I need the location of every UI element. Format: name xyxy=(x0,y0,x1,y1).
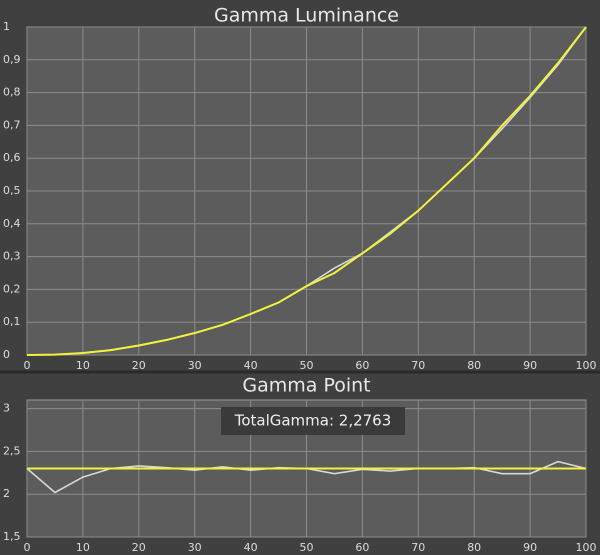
x-tick-label: 20 xyxy=(132,541,146,554)
x-tick-label: 80 xyxy=(467,541,481,554)
y-tick-label: 1 xyxy=(3,20,10,33)
chart-title: Gamma Luminance xyxy=(214,5,399,27)
annotation-box xyxy=(221,407,405,435)
y-tick-label: 0,1 xyxy=(3,315,21,328)
x-tick-label: 70 xyxy=(411,541,425,554)
x-tick-label: 90 xyxy=(523,359,537,372)
x-tick-label: 10 xyxy=(76,541,90,554)
annotation: TotalGamma: 2,2763 xyxy=(234,412,392,430)
y-tick-label: 2 xyxy=(3,487,10,500)
y-tick-label: 1,5 xyxy=(3,530,21,543)
y-tick-label: 0,3 xyxy=(3,250,21,263)
x-tick-label: 50 xyxy=(300,359,314,372)
y-tick-label: 0,2 xyxy=(3,282,21,295)
y-tick-label: 0,5 xyxy=(3,184,21,197)
y-tick-label: 0,8 xyxy=(3,86,21,99)
x-tick-label: 20 xyxy=(132,359,146,372)
x-tick-label: 60 xyxy=(355,541,369,554)
x-tick-label: 0 xyxy=(24,359,31,372)
chart-title: Gamma Point xyxy=(242,375,370,397)
series-line xyxy=(26,26,587,356)
x-tick-label: 80 xyxy=(467,359,481,372)
x-tick-label: 70 xyxy=(411,359,425,372)
x-tick-label: 0 xyxy=(24,541,31,554)
x-tick-label: 30 xyxy=(188,541,202,554)
y-tick-label: 0,6 xyxy=(3,151,21,164)
x-tick-label: 50 xyxy=(300,541,314,554)
x-tick-label: 100 xyxy=(576,541,597,554)
y-tick-label: 0,7 xyxy=(3,118,21,131)
x-tick-label: 40 xyxy=(244,541,258,554)
y-tick-label: 2,5 xyxy=(3,444,21,457)
y-tick-label: 0,4 xyxy=(3,217,21,230)
x-tick-label: 40 xyxy=(244,359,258,372)
x-tick-label: 100 xyxy=(576,359,597,372)
y-tick-label: 3 xyxy=(3,402,10,415)
y-tick-label: 0 xyxy=(3,348,10,361)
x-tick-label: 60 xyxy=(355,359,369,372)
y-tick-label: 0,9 xyxy=(3,53,21,66)
x-tick-label: 90 xyxy=(523,541,537,554)
x-tick-label: 30 xyxy=(188,359,202,372)
x-tick-label: 10 xyxy=(76,359,90,372)
